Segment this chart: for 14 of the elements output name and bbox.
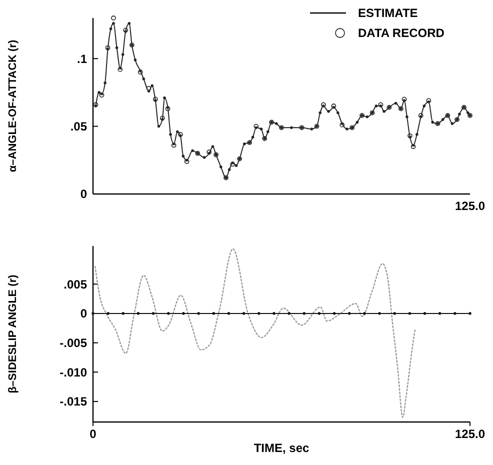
y-tick-label: .05 [70, 120, 88, 134]
y-axis-title: α–ANGLE-OF-ATTACK (r) [7, 40, 19, 172]
y-tick-label: -.005 [60, 336, 88, 350]
legend-label: ESTIMATE [358, 6, 418, 20]
y-tick-label: .005 [64, 277, 88, 292]
y-tick-label: -.010 [60, 365, 88, 380]
text: 125.0 [454, 199, 486, 213]
y-tick-label: .1 [76, 52, 88, 66]
y-axis-title: β–SIDESLIP ANGLE (r) [7, 274, 19, 394]
y-tick-label: 0 [80, 306, 88, 321]
x-axis-title: TIME, sec [254, 441, 310, 455]
y-tick-label: 0 [80, 187, 88, 202]
legend-label: DATA RECORD [358, 26, 445, 40]
y-tick-label: -.015 [60, 394, 88, 409]
